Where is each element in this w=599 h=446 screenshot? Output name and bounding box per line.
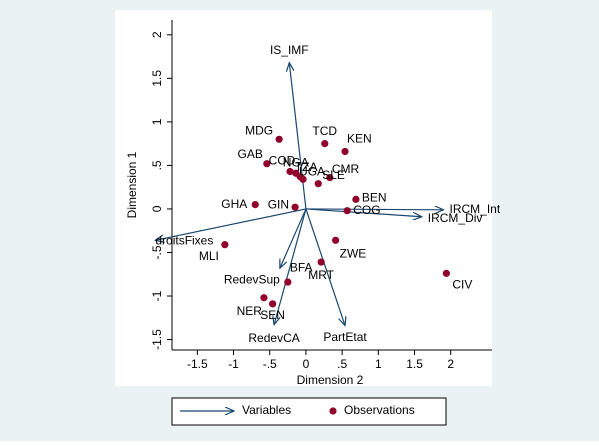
observation-label: MLI — [199, 249, 219, 263]
observation-point — [326, 173, 334, 182]
observation-point — [332, 236, 340, 244]
observation-label: MRT — [308, 268, 334, 282]
variable-label: IRCM_Div — [428, 211, 483, 225]
observation-point — [341, 147, 349, 156]
observation-label: UGA — [299, 165, 325, 179]
observation-point — [317, 258, 325, 266]
observation-label: BEN — [362, 191, 387, 205]
legend-label: Observations — [344, 403, 415, 417]
observation-label: GAB — [237, 147, 262, 161]
x-axis-title: Dimension 2 — [297, 373, 364, 387]
observation-label: MDG — [245, 123, 273, 137]
y-tick-label: 0 — [150, 205, 164, 212]
y-tick-label: 1.5 — [150, 70, 164, 87]
y-tick-label: 1 — [150, 118, 164, 125]
x-tick-label: 2 — [447, 357, 454, 371]
observation-point — [286, 167, 294, 176]
y-tick-label: -.5 — [150, 245, 164, 259]
y-axis-title: Dimension 1 — [125, 151, 139, 218]
observation-point — [284, 278, 292, 286]
observation-label: COD — [269, 154, 296, 168]
y-tick-label: .5 — [150, 160, 164, 170]
observation-point — [260, 294, 268, 302]
plot-region — [115, 10, 492, 386]
x-tick-label: .5 — [337, 357, 347, 371]
observation-label: CIV — [452, 278, 472, 292]
observation-label: BFA — [290, 260, 313, 274]
observation-label: TCD — [312, 124, 337, 138]
observation-point — [221, 241, 229, 249]
x-tick-label: 0 — [303, 357, 310, 371]
observation-point — [263, 160, 271, 168]
observation-label: GHA — [221, 197, 247, 211]
x-tick-label: 1.5 — [406, 357, 423, 371]
x-tick-label: -.5 — [263, 357, 277, 371]
observation-label: ZWE — [340, 246, 367, 260]
observation-point — [352, 195, 360, 203]
x-tick-label: 1 — [375, 357, 382, 371]
y-tick-label: 2 — [150, 31, 164, 38]
observation-label: SEN — [260, 308, 285, 322]
observation-point — [343, 207, 351, 215]
observation-label: SLE — [322, 168, 345, 182]
variable-arrow — [274, 208, 307, 325]
observation-point — [299, 175, 307, 183]
y-tick-label: -1.5 — [150, 329, 164, 350]
variable-arrow — [289, 63, 307, 210]
legend-marker — [329, 407, 337, 415]
variable-label: PartEtat — [323, 330, 367, 344]
variable-label: RedevSup — [224, 272, 280, 286]
variable-arrow — [305, 209, 444, 210]
observation-label: TZA — [295, 160, 318, 174]
observation-label: NER — [237, 304, 263, 318]
variable-label: IS_IMF — [270, 43, 309, 57]
observation-label: COG — [353, 203, 380, 217]
variable-arrow — [280, 208, 307, 268]
observation-label: CMR — [332, 162, 360, 176]
variable-label: RedevCA — [248, 331, 299, 345]
observation-label: KEN — [347, 132, 372, 146]
observation-point — [321, 140, 329, 148]
observation-point — [251, 200, 259, 209]
x-tick-label: -1 — [228, 357, 239, 371]
x-tick-label: -1.5 — [187, 357, 208, 371]
observation-label: GIN — [268, 197, 289, 211]
variable-arrow — [155, 208, 307, 240]
y-tick-label: -1 — [150, 290, 164, 301]
variable-arrow — [305, 208, 422, 217]
variable-label: IRCM_Int — [449, 202, 500, 216]
observation-point — [269, 300, 277, 308]
variable-label: droitsFixes — [155, 233, 213, 247]
observation-point — [442, 269, 450, 277]
legend-label: Variables — [242, 403, 291, 417]
observation-point — [275, 135, 283, 143]
observation-point — [314, 180, 322, 188]
observation-point — [291, 203, 299, 211]
variable-arrow — [305, 208, 345, 326]
observation-label: NGA — [283, 155, 309, 169]
